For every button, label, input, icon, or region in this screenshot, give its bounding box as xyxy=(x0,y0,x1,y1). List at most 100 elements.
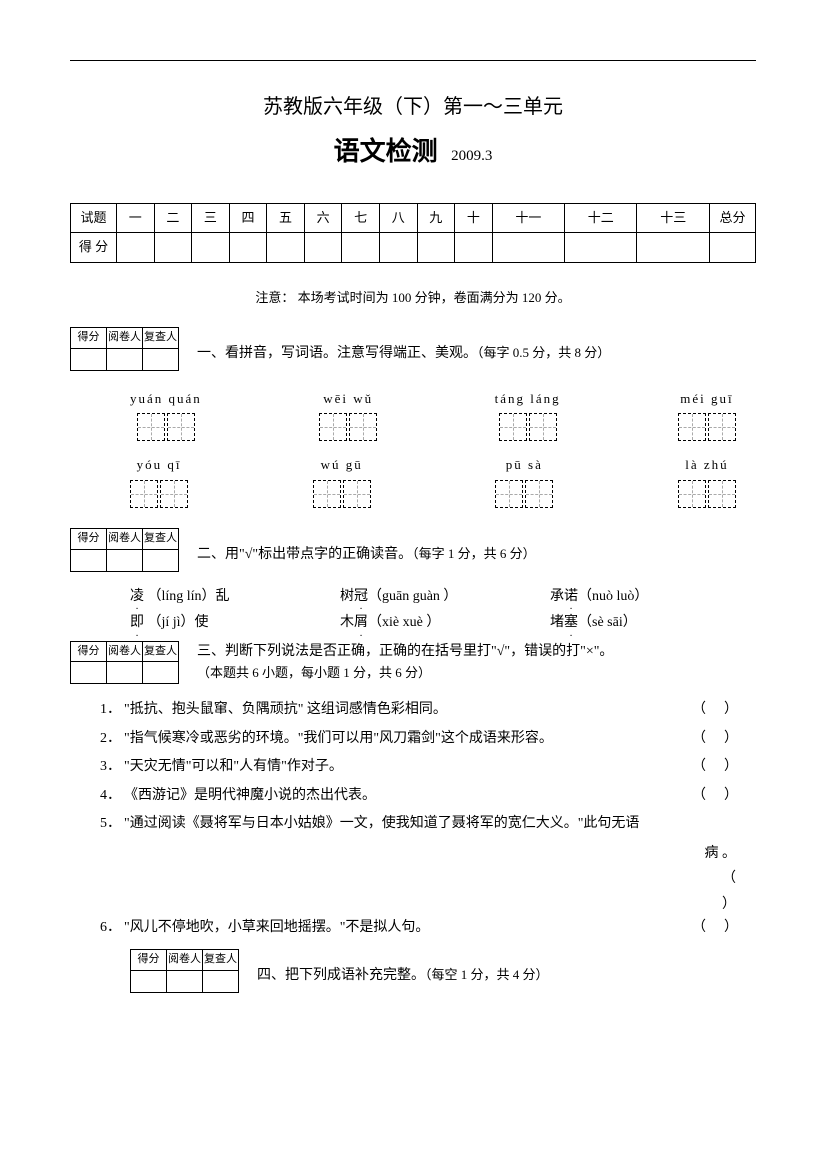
score-cell: 试题 xyxy=(71,203,117,233)
score-blank xyxy=(229,233,267,263)
q3-text: 《西游记》是明代神魔小说的杰出代表。 xyxy=(124,785,676,807)
section-2-header: 得分阅卷人复查人 二、用"√"标出带点字的正确读音。（每字 1 分，共 6 分） xyxy=(70,528,756,572)
mini-blank xyxy=(107,348,143,370)
pinyin-label: wēi wǔ xyxy=(319,389,377,410)
char-box xyxy=(130,480,158,508)
score-cell: 一 xyxy=(117,203,155,233)
q2-pinyin: （guān guàn ） xyxy=(368,589,457,604)
mini-blank xyxy=(71,549,107,571)
s1-title-text: 一、看拼音，写词语。注意写得端正、美观。 xyxy=(197,346,477,361)
q3-num: 3． xyxy=(100,756,124,778)
char-box xyxy=(313,480,341,508)
char-box xyxy=(343,480,371,508)
answer-paren: （） xyxy=(676,917,756,939)
char-box xyxy=(525,480,553,508)
score-cell: 三 xyxy=(192,203,230,233)
pinyin-item: táng láng xyxy=(495,389,561,442)
dotted-char: 屑 xyxy=(354,612,368,634)
score-cell: 五 xyxy=(267,203,305,233)
q2-pinyin: （líng lín）乱 xyxy=(148,589,230,604)
score-cell: 六 xyxy=(304,203,342,233)
score-blank xyxy=(304,233,342,263)
exam-note: 注意： 本场考试时间为 100 分钟，卷面满分为 120 分。 xyxy=(70,288,756,309)
pinyin-label: wú gū xyxy=(313,455,371,476)
score-value-row: 得 分 xyxy=(71,233,756,263)
score-blank xyxy=(455,233,493,263)
score-cell: 十二 xyxy=(565,203,637,233)
mini-blank xyxy=(71,348,107,370)
q2-pinyin: （jí jì）使 xyxy=(148,615,209,630)
section-4-title: 四、把下列成语补充完整。（每空 1 分，共 4 分） xyxy=(257,949,549,987)
q3-item5-tail-text: 病 。 xyxy=(705,846,737,861)
mini-blank xyxy=(107,662,143,684)
char-box xyxy=(160,480,188,508)
score-blank xyxy=(117,233,155,263)
section-2-title: 二、用"√"标出带点字的正确读音。（每字 1 分，共 6 分） xyxy=(197,528,536,566)
q3-item: 6． "风儿不停地吹，小草来回地摇摆。"不是拟人句。 （） xyxy=(100,917,756,939)
mini-blank xyxy=(167,970,203,992)
s2-scoring: （每字 1 分，共 6 分） xyxy=(412,546,536,561)
char-box xyxy=(678,413,706,441)
q2-content: 凌 （líng lín）乱 树冠（guān guàn ） 承诺（nuò luò）… xyxy=(70,586,756,635)
mini-hdr: 复查人 xyxy=(143,327,179,348)
q3-num: 5． xyxy=(100,813,124,835)
score-header-row: 试题 一 二 三 四 五 六 七 八 九 十 十一 十二 十三 总分 xyxy=(71,203,756,233)
char-box xyxy=(708,413,736,441)
mini-hdr: 阅卷人 xyxy=(107,529,143,550)
pinyin-item: pū sà xyxy=(495,455,553,508)
pinyin-label: yóu qī xyxy=(130,455,188,476)
grader-mini-table: 得分阅卷人复查人 xyxy=(130,949,239,993)
pinyin-item: méi guī xyxy=(678,389,736,442)
pinyin-label: là zhú xyxy=(678,455,736,476)
score-blank xyxy=(417,233,455,263)
char-box xyxy=(495,480,523,508)
score-blank xyxy=(154,233,192,263)
dotted-char: 即 xyxy=(130,612,144,634)
grader-mini-table: 得分阅卷人复查人 xyxy=(70,528,179,572)
score-blank xyxy=(379,233,417,263)
char-box xyxy=(137,413,165,441)
pinyin-item: wú gū xyxy=(313,455,371,508)
page-title: 苏教版六年级（下）第一～三单元 xyxy=(70,91,756,123)
grader-mini-table: 得分阅卷人复查人 xyxy=(70,327,179,371)
top-rule xyxy=(70,60,756,61)
pinyin-row-1: yuán quán wēi wǔ táng láng méi guī xyxy=(70,385,756,452)
s3-title-text: 三、判断下列说法是否正确，正确的在括号里打"√"，错误的打"×"。 xyxy=(197,644,613,659)
mini-hdr: 复查人 xyxy=(143,641,179,662)
mini-hdr: 阅卷人 xyxy=(107,327,143,348)
q2-pinyin: （xiè xuè ） xyxy=(368,615,440,630)
mini-hdr: 得分 xyxy=(71,641,107,662)
answer-paren: （） xyxy=(676,785,756,807)
dotted-char: 凌 xyxy=(130,586,144,608)
score-cell: 十 xyxy=(455,203,493,233)
answer-paren: （） xyxy=(676,756,756,778)
section-1-title: 一、看拼音，写词语。注意写得端正、美观。（每字 0.5 分，共 8 分） xyxy=(197,327,610,365)
mini-blank xyxy=(143,348,179,370)
q3-text: "抵抗、抱头鼠窜、负隅顽抗" 这组词感情色彩相同。 xyxy=(124,699,676,721)
q3-num: 2． xyxy=(100,728,124,750)
score-blank xyxy=(492,233,564,263)
pinyin-item: yóu qī xyxy=(130,455,188,508)
q2-row: 凌 （líng lín）乱 树冠（guān guàn ） 承诺（nuò luò） xyxy=(130,586,756,608)
q3-list: 1． "抵抗、抱头鼠窜、负隅顽抗" 这组词感情色彩相同。 （） 2． "指气候寒… xyxy=(70,699,756,939)
q3-item5-tail: 病 。（） xyxy=(100,841,756,917)
char-box xyxy=(499,413,527,441)
score-cell: 十三 xyxy=(637,203,710,233)
q3-item: 4． 《西游记》是明代神魔小说的杰出代表。 （） xyxy=(100,785,756,807)
pinyin-item: yuán quán xyxy=(130,389,202,442)
q3-text: "通过阅读《聂将军与日本小姑娘》一文，使我知道了聂将军的宽仁大义。"此句无语 xyxy=(124,813,756,835)
pinyin-label: yuán quán xyxy=(130,389,202,410)
score-cell: 二 xyxy=(154,203,192,233)
dotted-char: 诺 xyxy=(564,586,578,608)
char-box xyxy=(167,413,195,441)
char-box xyxy=(678,480,706,508)
mini-hdr: 阅卷人 xyxy=(167,950,203,971)
score-blank xyxy=(192,233,230,263)
q2-word: 木 xyxy=(340,615,354,630)
mini-blank xyxy=(71,662,107,684)
mini-hdr: 得分 xyxy=(131,950,167,971)
s4-title-text: 四、把下列成语补充完整。 xyxy=(257,968,425,983)
score-cell: 九 xyxy=(417,203,455,233)
mini-hdr: 得分 xyxy=(71,529,107,550)
score-row-label: 得 分 xyxy=(71,233,117,263)
